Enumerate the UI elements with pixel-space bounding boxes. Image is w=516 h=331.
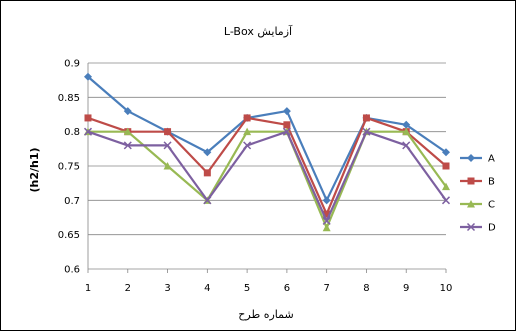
data-point-b [283, 121, 291, 129]
data-point-d [402, 141, 411, 150]
x-tick-label: 2 [125, 283, 131, 294]
data-point-a [322, 196, 331, 205]
legend-marker-d [466, 222, 476, 232]
y-axis-label: (h2/h1) [28, 147, 41, 192]
data-point-a [203, 148, 212, 157]
x-tick-label: 9 [403, 283, 409, 294]
series-line-d [87, 130, 447, 223]
legend-label-d: D [488, 223, 496, 234]
data-point-a [84, 72, 92, 81]
data-point-d [243, 141, 252, 150]
legend-marker-a [467, 154, 475, 162]
data-point-b [164, 128, 172, 136]
x-tick-labels: 1 2 3 4 5 6 7 8 9 10 [85, 283, 453, 294]
y-tick-label: 0.75 [58, 162, 80, 173]
legend: A B C D [460, 154, 496, 234]
y-tick-label: 0.9 [64, 59, 80, 70]
y-tick-label: 0.7 [64, 196, 80, 207]
data-point-a [123, 107, 132, 116]
y-tick-label: 0.8 [64, 127, 80, 138]
data-point-c [163, 162, 172, 170]
series-line-a [87, 75, 447, 202]
data-point-d [441, 196, 451, 205]
y-tick-label: 0.85 [58, 93, 80, 104]
data-point-c [402, 127, 411, 136]
legend-label-c: C [488, 200, 495, 211]
data-point-d [203, 196, 212, 205]
data-point-a [402, 120, 411, 129]
data-point-b [84, 114, 92, 122]
data-point-d [83, 127, 93, 136]
series-line-b [87, 116, 447, 216]
chart-title: آزمایش L-Box [224, 24, 293, 38]
legend-label-a: A [488, 154, 495, 165]
x-tick-label: 4 [204, 283, 210, 294]
data-point-d [362, 127, 371, 136]
data-point-a [442, 148, 450, 157]
x-tick-label: 3 [164, 283, 170, 294]
x-tick-label: 10 [440, 283, 453, 294]
x-axis-label: شماره طرح [238, 308, 293, 321]
data-point-c [322, 223, 331, 232]
data-point-c [123, 127, 132, 136]
legend-marker-c [467, 200, 475, 208]
y-tick-label: 0.65 [58, 230, 80, 241]
data-point-c [243, 127, 252, 136]
gridlines [87, 62, 447, 273]
data-point-b [442, 162, 450, 170]
y-tick-label: 0.6 [64, 265, 80, 276]
data-point-b [323, 210, 331, 218]
data-point-c [442, 182, 450, 191]
data-point-a [282, 107, 291, 116]
data-point-d [322, 216, 331, 225]
data-point-d [282, 127, 291, 136]
data-point-d [163, 141, 172, 150]
data-point-d [123, 141, 132, 150]
data-point-b [203, 169, 211, 177]
legend-marker-b [467, 177, 475, 185]
y-tick-labels: 0.6 0.65 0.7 0.75 0.8 0.85 0.9 [58, 59, 80, 276]
data-point-b [362, 114, 370, 122]
x-tick-label: 1 [85, 283, 91, 294]
x-tick-label: 8 [363, 283, 369, 294]
x-tick-label: 6 [284, 283, 290, 294]
legend-label-b: B [488, 177, 495, 188]
x-tick-label: 5 [244, 283, 250, 294]
series-line-c [88, 130, 447, 229]
data-point-b [243, 114, 251, 122]
x-tick-label: 7 [323, 283, 329, 294]
series-group [83, 72, 451, 232]
